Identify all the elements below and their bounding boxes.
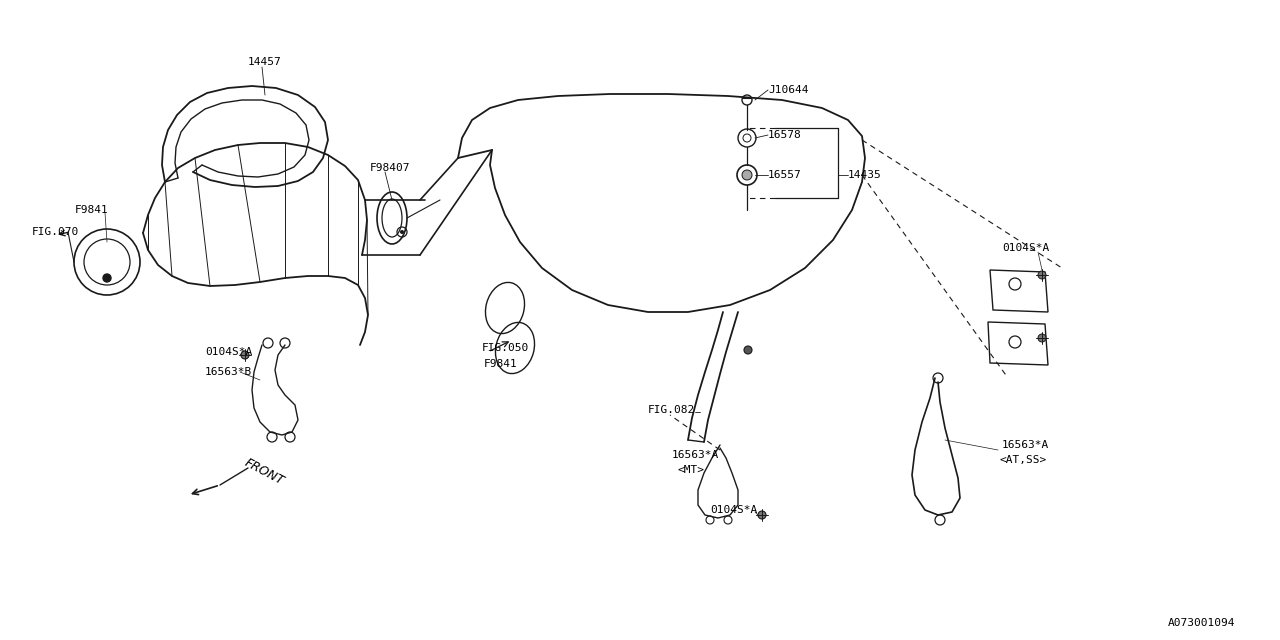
Text: <AT,SS>: <AT,SS> bbox=[1000, 455, 1047, 465]
Text: 16578: 16578 bbox=[768, 130, 801, 140]
Text: 14457: 14457 bbox=[248, 57, 282, 67]
Text: F98407: F98407 bbox=[370, 163, 411, 173]
Text: 14435: 14435 bbox=[849, 170, 882, 180]
Circle shape bbox=[1038, 271, 1046, 279]
Circle shape bbox=[1038, 334, 1046, 342]
Text: 16563*A: 16563*A bbox=[1002, 440, 1050, 450]
Text: F9841: F9841 bbox=[76, 205, 109, 215]
Text: J10644: J10644 bbox=[768, 85, 809, 95]
Text: <MT>: <MT> bbox=[678, 465, 705, 475]
Circle shape bbox=[742, 170, 753, 180]
Circle shape bbox=[399, 230, 404, 234]
Text: 0104S*A: 0104S*A bbox=[205, 347, 252, 357]
Text: A073001094: A073001094 bbox=[1167, 618, 1235, 628]
Circle shape bbox=[744, 346, 753, 354]
Text: FRONT: FRONT bbox=[242, 456, 285, 488]
Circle shape bbox=[102, 274, 111, 282]
Circle shape bbox=[758, 511, 765, 519]
Text: 0104S*A: 0104S*A bbox=[1002, 243, 1050, 253]
Text: F9841: F9841 bbox=[484, 359, 517, 369]
Text: FIG.050: FIG.050 bbox=[483, 343, 529, 353]
Text: 16563*A: 16563*A bbox=[672, 450, 719, 460]
Circle shape bbox=[241, 351, 250, 359]
Text: 16557: 16557 bbox=[768, 170, 801, 180]
Text: FIG.070: FIG.070 bbox=[32, 227, 79, 237]
Text: FIG.082: FIG.082 bbox=[648, 405, 695, 415]
Text: 0104S*A: 0104S*A bbox=[710, 505, 758, 515]
Text: 16563*B: 16563*B bbox=[205, 367, 252, 377]
